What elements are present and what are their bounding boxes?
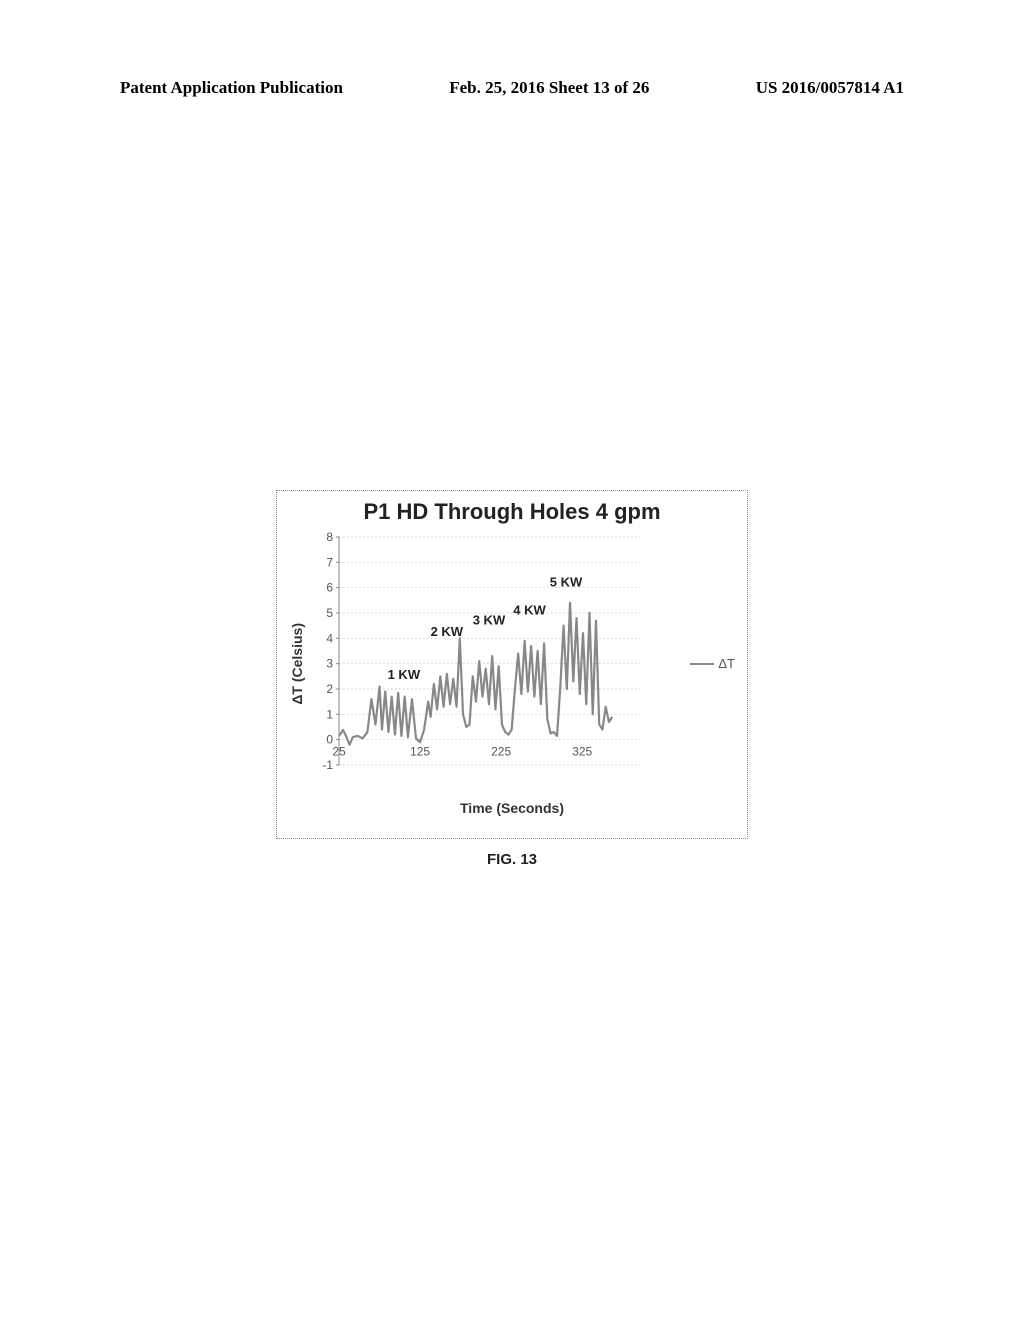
page-header: Patent Application Publication Feb. 25, … (0, 78, 1024, 98)
svg-text:1: 1 (326, 707, 333, 721)
header-left: Patent Application Publication (120, 78, 343, 98)
svg-text:2: 2 (326, 682, 333, 696)
legend: ΔT (690, 656, 735, 671)
plot-row: ΔT (Celsius) -1012345678251252253251 KW2… (289, 531, 735, 796)
svg-text:25: 25 (332, 745, 346, 759)
chart-title: P1 HD Through Holes 4 gpm (289, 499, 735, 525)
plot-area: -1012345678251252253251 KW2 KW3 KW4 KW5 … (309, 531, 682, 796)
svg-text:4 KW: 4 KW (513, 602, 546, 617)
svg-text:225: 225 (491, 745, 511, 759)
header-right: US 2016/0057814 A1 (756, 78, 904, 98)
svg-text:5: 5 (326, 606, 333, 620)
svg-text:3: 3 (326, 657, 333, 671)
svg-text:2 KW: 2 KW (431, 624, 464, 639)
y-axis-label: ΔT (Celsius) (289, 623, 305, 705)
x-axis-label: Time (Seconds) (289, 800, 735, 816)
svg-text:3 KW: 3 KW (473, 612, 506, 627)
figure-caption: FIG. 13 (276, 851, 748, 868)
svg-text:325: 325 (572, 745, 592, 759)
legend-line-icon (690, 663, 714, 665)
legend-label: ΔT (718, 656, 735, 671)
chart-svg: -1012345678251252253251 KW2 KW3 KW4 KW5 … (309, 531, 649, 791)
svg-text:125: 125 (410, 745, 430, 759)
svg-text:7: 7 (326, 555, 333, 569)
svg-text:1 KW: 1 KW (388, 667, 421, 682)
chart-box: P1 HD Through Holes 4 gpm ΔT (Celsius) -… (276, 490, 748, 839)
svg-text:4: 4 (326, 631, 333, 645)
svg-text:-1: -1 (322, 758, 333, 772)
header-center: Feb. 25, 2016 Sheet 13 of 26 (449, 78, 649, 98)
svg-text:8: 8 (326, 531, 333, 544)
figure-container: P1 HD Through Holes 4 gpm ΔT (Celsius) -… (276, 490, 748, 868)
svg-text:5 KW: 5 KW (550, 574, 583, 589)
svg-text:6: 6 (326, 581, 333, 595)
